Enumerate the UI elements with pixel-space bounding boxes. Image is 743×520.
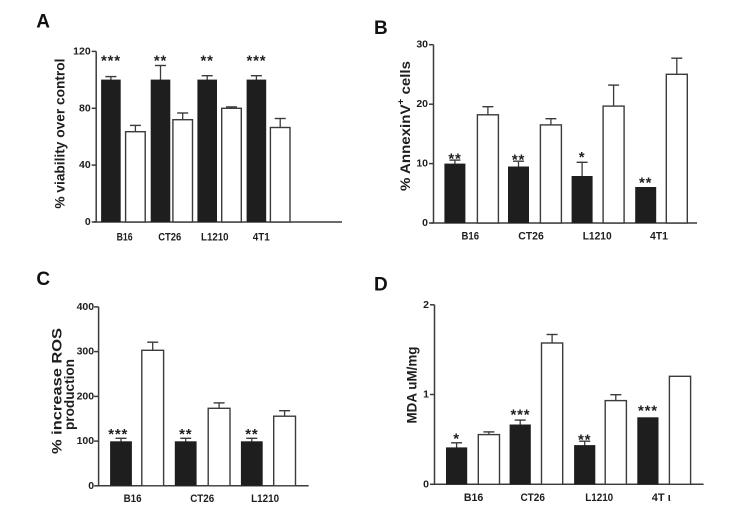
svg-text:MDA uM/mg: MDA uM/mg: [405, 347, 420, 424]
svg-text:4T ι: 4T ι: [652, 492, 671, 504]
svg-text:B: B: [374, 18, 388, 39]
svg-text:B16: B16: [464, 492, 484, 504]
svg-text:D: D: [374, 275, 388, 296]
svg-text:B16: B16: [124, 493, 142, 505]
svg-text:2: 2: [423, 299, 429, 311]
svg-text:A: A: [36, 12, 50, 33]
svg-text:CT26: CT26: [520, 492, 545, 504]
svg-text:0: 0: [85, 216, 91, 228]
svg-text:***: ***: [638, 403, 658, 420]
svg-text:***: ***: [246, 53, 266, 70]
svg-text:**: **: [201, 53, 214, 70]
svg-text:400: 400: [77, 301, 95, 313]
svg-text:1: 1: [423, 389, 429, 401]
svg-text:300: 300: [77, 346, 95, 358]
svg-text:30: 30: [416, 39, 428, 51]
svg-text:B16: B16: [117, 231, 133, 243]
svg-text:200: 200: [77, 390, 95, 402]
svg-text:0: 0: [423, 478, 429, 490]
svg-text:B16: B16: [462, 231, 480, 243]
svg-text:**: **: [179, 426, 192, 443]
svg-text:4T1: 4T1: [253, 231, 270, 243]
svg-text:**: **: [639, 175, 652, 192]
svg-text:***: ***: [510, 407, 530, 424]
svg-text:% viability over control: % viability over control: [53, 59, 68, 209]
svg-text:L1210: L1210: [201, 231, 229, 243]
svg-text:*: *: [579, 149, 586, 166]
svg-text:production: production: [62, 359, 77, 430]
svg-text:40: 40: [79, 159, 91, 171]
svg-text:CT26: CT26: [190, 493, 214, 505]
svg-text:L1210: L1210: [251, 493, 279, 505]
svg-text:20: 20: [416, 98, 428, 110]
svg-text:*: *: [453, 431, 460, 448]
svg-text:% AnnexinV+ cells: % AnnexinV+ cells: [395, 61, 413, 191]
svg-text:0: 0: [88, 480, 94, 492]
svg-text:**: **: [154, 53, 167, 70]
svg-text:**: **: [578, 432, 591, 449]
svg-text:**: **: [512, 152, 525, 169]
svg-text:C: C: [36, 269, 50, 290]
svg-text:L1210: L1210: [585, 492, 613, 504]
svg-text:4T1: 4T1: [650, 231, 668, 243]
svg-text:100: 100: [77, 435, 95, 447]
svg-text:CT26: CT26: [518, 231, 544, 243]
svg-text:L1210: L1210: [583, 231, 612, 243]
svg-text:10: 10: [416, 158, 428, 170]
svg-text:***: ***: [108, 426, 128, 443]
svg-text:0: 0: [422, 217, 428, 229]
svg-text:% increase ROS: % increase ROS: [50, 328, 65, 454]
svg-text:CT26: CT26: [158, 231, 181, 243]
svg-text:80: 80: [79, 102, 91, 114]
svg-text:**: **: [448, 151, 461, 168]
svg-text:**: **: [245, 426, 258, 443]
svg-text:120: 120: [73, 45, 91, 57]
svg-text:***: ***: [101, 53, 121, 70]
